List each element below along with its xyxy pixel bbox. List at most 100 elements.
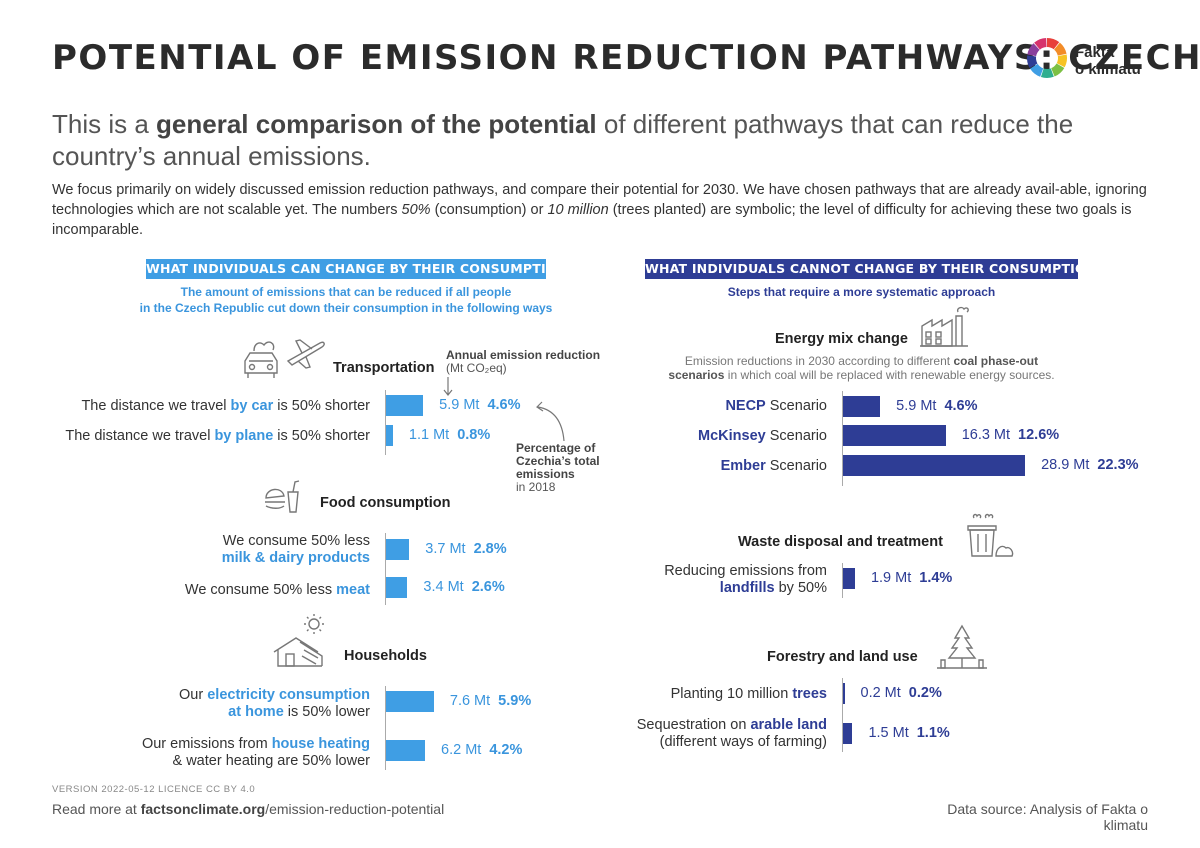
row-label-landfills: Reducing emissions from landfills by 50% (560, 563, 827, 597)
label-highlight: Ember (720, 458, 766, 474)
label-text: The distance we travel (81, 398, 231, 414)
percentage-label: Percentage of (516, 441, 596, 455)
value-mt: 6.2 Mt (441, 742, 482, 758)
row-label-plane: The distance we travel by plane is 50% s… (30, 428, 370, 445)
energy-note-text: Emission reductions in 2030 according to… (684, 354, 954, 368)
systemic-bar (843, 568, 855, 589)
house-sun-icon (272, 612, 328, 670)
value-percentage: 22.3% (1097, 457, 1139, 473)
label-highlight: by plane (214, 428, 274, 444)
value-percentage: 4.6% (944, 398, 978, 414)
intro-text: (consumption) or (430, 202, 548, 218)
value-percentage: 12.6% (1018, 427, 1060, 443)
value-percentage: 4.2% (489, 742, 523, 758)
section-waste: Waste disposal and treatment (738, 534, 943, 550)
label-highlight: at home (228, 704, 284, 720)
systemic-bar (843, 723, 853, 744)
annual-reduction-label: Annual emission reduction (446, 348, 601, 362)
value-mt: 0.2 Mt (860, 685, 901, 701)
percentage-note: Percentage of Czechia’s total emissions … (516, 442, 600, 494)
subtitle-pre: This is a (52, 109, 157, 139)
energy-note-bold: scenarios (668, 368, 725, 382)
label-text: Our emissions from (141, 736, 272, 752)
annual-arrow-icon (443, 377, 453, 396)
logo-segment (1030, 63, 1044, 77)
bar-axis (842, 678, 843, 752)
value-percentage: 4.6% (487, 397, 521, 413)
section-food: Food consumption (320, 495, 451, 511)
row-label-ember: Ember Scenario (560, 458, 827, 475)
consumption-value-label: 5.9 Mt 4.6% (439, 397, 520, 413)
label-text: We consume 50% less (184, 582, 337, 598)
row-label-heating: Our emissions from house heating & water … (30, 736, 370, 770)
version-licence: VERSION 2022-05-12 LICENCE CC BY 4.0 (52, 784, 256, 795)
systemic-value-label: 28.9 Mt 22.3% (1041, 457, 1138, 473)
consumption-value-label: 6.2 Mt 4.2% (441, 742, 522, 758)
label-highlight: trees (792, 686, 827, 702)
consumption-subtitle-line: The amount of emissions that can be redu… (180, 285, 512, 299)
food-icon (262, 478, 302, 518)
section-forestry: Forestry and land use (767, 649, 918, 665)
value-mt: 3.7 Mt (425, 541, 466, 557)
value-mt: 28.9 Mt (1041, 457, 1090, 473)
label-text: Planting 10 million (670, 686, 793, 702)
consumption-value-label: 1.1 Mt 0.8% (409, 427, 490, 443)
value-percentage: 1.1% (916, 725, 950, 741)
row-label-dairy: We consume 50% less milk & dairy products (30, 533, 370, 567)
label-highlight: by car (230, 398, 274, 414)
logo-ring-icon (1027, 38, 1067, 78)
logo-segment (1034, 38, 1047, 50)
logo-line2: o klimatu (1075, 61, 1141, 78)
consumption-value-label: 3.7 Mt 2.8% (425, 541, 506, 557)
value-percentage: 5.9% (498, 693, 532, 709)
consumption-band: WHAT INDIVIDUALS CAN CHANGE BY THEIR CON… (146, 259, 567, 279)
systemic-value-label: 0.2 Mt 0.2% (861, 685, 942, 701)
value-mt: 5.9 Mt (896, 398, 937, 414)
label-highlight: arable land (750, 717, 827, 733)
factory-icon (918, 304, 970, 348)
label-text: Sequestration on (636, 717, 751, 733)
bar-axis (385, 390, 386, 455)
value-percentage: 2.8% (473, 541, 507, 557)
row-label-mckinsey: McKinsey Scenario (560, 428, 827, 445)
label-text: is 50% shorter (273, 398, 370, 414)
read-more-text: Read more at (52, 801, 141, 817)
systemic-subtitle: Steps that require a more systematic app… (727, 285, 996, 299)
value-percentage: 1.4% (919, 570, 953, 586)
brand-logo[interactable]: Fakta o klimatu (1025, 36, 1150, 86)
systemic-value-label: 16.3 Mt 12.6% (962, 427, 1059, 443)
label-highlight: house heating (271, 736, 370, 752)
read-more-path[interactable]: /emission-reduction-potential (265, 801, 445, 817)
systemic-bar (843, 396, 881, 417)
landfill-icon (966, 512, 1014, 560)
row-label-trees: Planting 10 million trees (560, 686, 827, 703)
systemic-bar (843, 455, 1026, 476)
subtitle-bold: general comparison of the potential (156, 109, 597, 139)
logo-line1: Fakta (1075, 44, 1115, 61)
value-mt: 7.6 Mt (449, 693, 491, 709)
systemic-bar (843, 425, 946, 446)
row-label-car: The distance we travel by car is 50% sho… (30, 398, 370, 415)
percentage-label: Czechia’s total (516, 454, 600, 468)
logo-text: Fakta o klimatu (1075, 44, 1141, 78)
read-more: Read more at factsonclimate.org/emission… (52, 801, 444, 817)
logo-segment (1040, 68, 1054, 78)
intro-emphasis: 50% (401, 202, 431, 218)
energy-mix-note: Emission reductions in 2030 according to… (645, 354, 1078, 382)
value-mt: 3.4 Mt (423, 579, 464, 595)
value-percentage: 0.8% (457, 427, 491, 443)
logo-segment (1051, 63, 1065, 77)
value-mt: 1.1 Mt (408, 427, 450, 443)
label-highlight: meat (336, 582, 370, 598)
intro-paragraph: We focus primarily on widely discussed e… (52, 180, 1152, 240)
logo-segment (1047, 38, 1060, 50)
read-more-link[interactable]: factsonclimate.org (140, 801, 266, 817)
value-percentage: 2.6% (471, 579, 505, 595)
percentage-label: emissions (516, 467, 575, 481)
bar-axis (842, 391, 843, 486)
label-text: Reducing emissions from (664, 563, 827, 579)
consumption-subtitle: The amount of emissions that can be redu… (130, 284, 562, 316)
label-text: is 50% lower (283, 704, 370, 720)
logo-segment (1056, 54, 1067, 68)
consumption-bar (386, 691, 434, 712)
